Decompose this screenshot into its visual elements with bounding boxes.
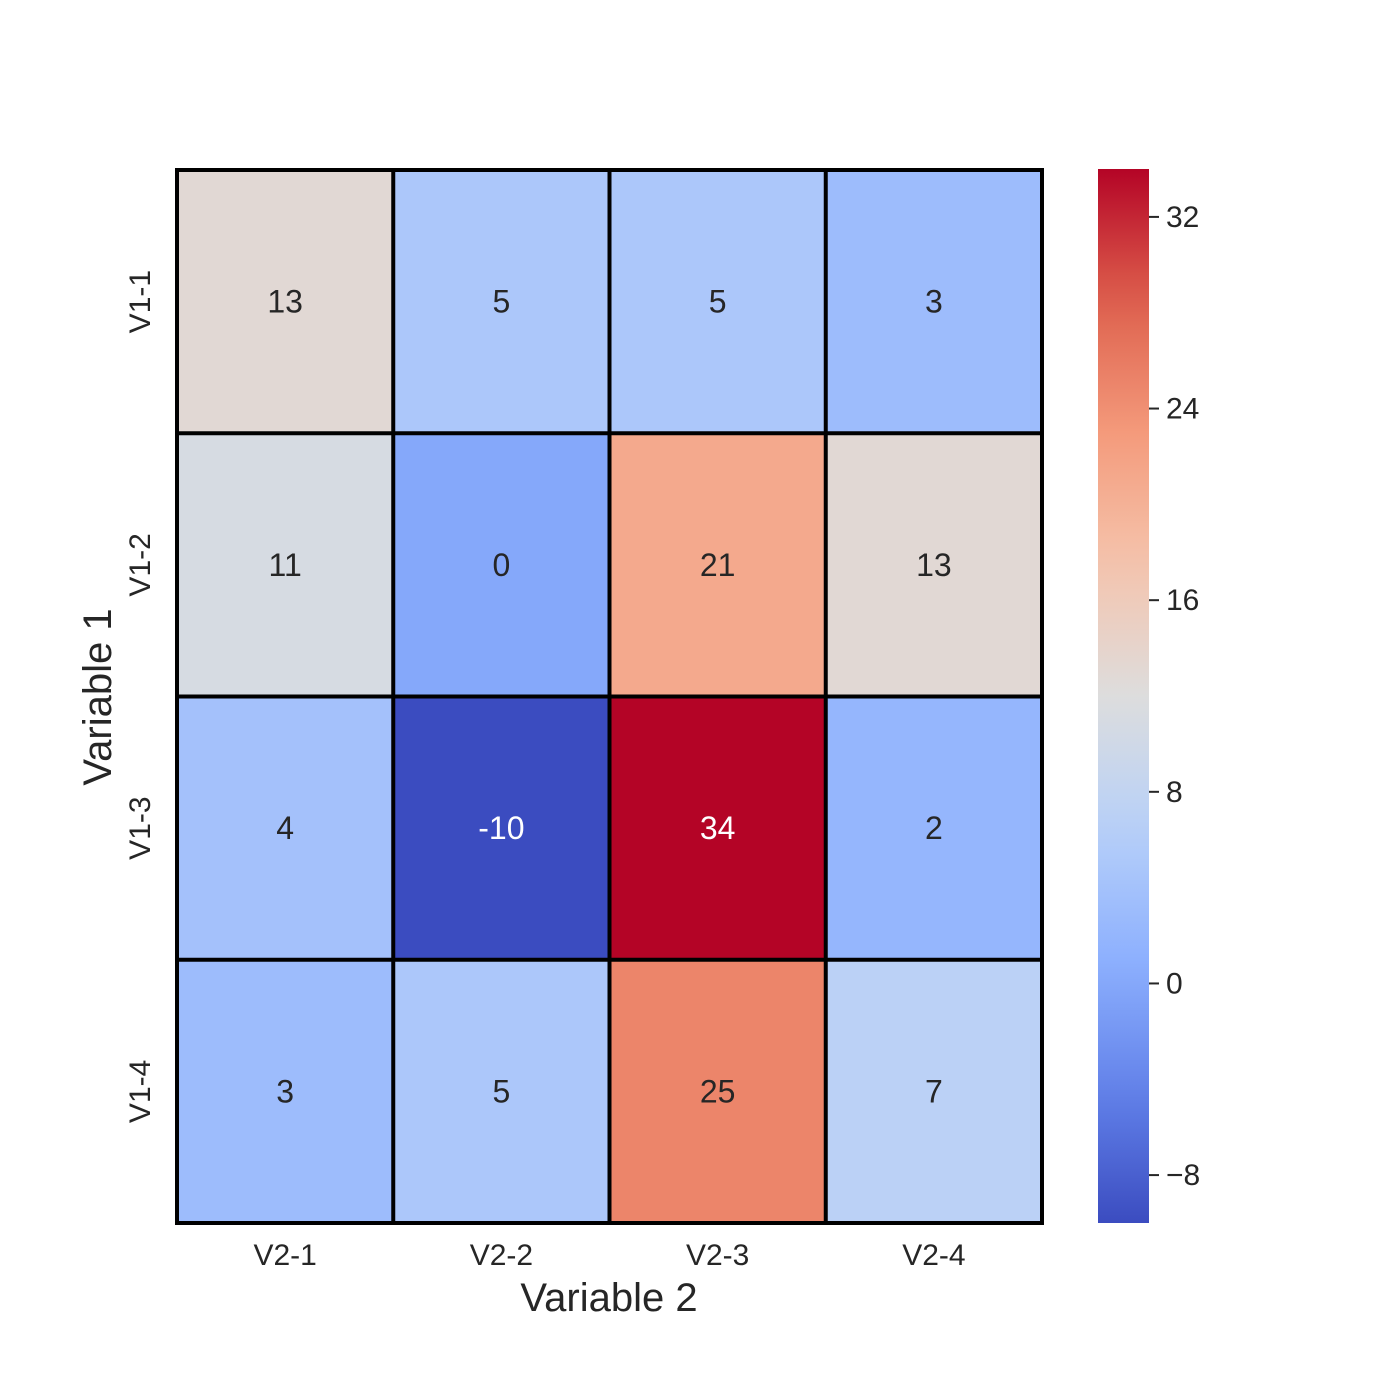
colorbar-gradient: [1098, 169, 1149, 1223]
heatmap-cells: [177, 170, 1042, 1223]
cell-value-label: 25: [700, 1073, 736, 1109]
heatmap-cell: [825, 959, 1042, 1223]
cell-value-label: 3: [925, 284, 943, 320]
heatmap-cell: [825, 433, 1042, 697]
colorbar-tick-label: 0: [1166, 967, 1183, 1000]
heatmap-cell: [825, 170, 1042, 434]
cell-annotations: 13 5 5 3 11 0 21 13 4 -10 34 2 3 5 25 7: [267, 284, 951, 1110]
colorbar-tick-label: 8: [1166, 776, 1183, 809]
heatmap-cell: [609, 433, 826, 697]
heatmap-cell: [825, 696, 1042, 960]
cell-value-label: 0: [492, 547, 510, 583]
cell-value-label: 34: [700, 810, 736, 846]
x-axis-ticks: V2-1 V2-2 V2-3 V2-4: [253, 1239, 965, 1272]
x-tick-label: V2-3: [686, 1239, 749, 1272]
y-axis-title: Variable 1: [76, 608, 120, 785]
cell-value-label: 2: [925, 810, 943, 846]
x-tick-label: V2-2: [470, 1239, 533, 1272]
colorbar-tick-label: 32: [1166, 201, 1199, 234]
colorbar-tick-label: 24: [1166, 393, 1199, 426]
colorbar-tick-label: −8: [1166, 1159, 1200, 1192]
y-tick-label: V1-2: [124, 533, 157, 596]
cell-value-label: 5: [492, 1073, 510, 1109]
y-tick-label: V1-3: [124, 796, 157, 859]
heatmap-cell: [393, 433, 610, 697]
heatmap-cell: [609, 696, 826, 960]
heatmap-cell: [393, 959, 610, 1223]
cell-value-label: 13: [916, 547, 952, 583]
cell-value-label: 11: [269, 547, 302, 583]
cell-value-label: 21: [700, 547, 736, 583]
colorbar-tick-label: 16: [1166, 584, 1199, 617]
heatmap-cell: [609, 959, 826, 1223]
y-tick-label: V1-1: [124, 270, 157, 333]
heatmap-cell: [177, 433, 394, 697]
heatmap-cell: [609, 170, 826, 434]
x-axis-title: Variable 2: [520, 1276, 697, 1320]
cell-value-label: 7: [925, 1073, 943, 1109]
heatmap-cell: [177, 696, 394, 960]
x-tick-label: V2-1: [253, 1239, 316, 1272]
heatmap-grid: [175, 168, 1044, 1225]
colorbar: [1098, 169, 1149, 1223]
cell-value-label: 3: [276, 1073, 294, 1109]
heatmap-cell: [393, 696, 610, 960]
x-tick-label: V2-4: [902, 1239, 965, 1272]
heatmap-cell: [177, 170, 394, 434]
heatmap-cell: [177, 959, 394, 1223]
heatmap-cell: [393, 170, 610, 434]
cell-value-label: 5: [492, 284, 510, 320]
cell-value-label: 13: [267, 284, 303, 320]
cell-value-label: -10: [478, 810, 524, 846]
y-tick-label: V1-4: [124, 1060, 157, 1123]
cell-value-label: 5: [709, 284, 727, 320]
colorbar-ticks: 32 24 16 8 0 −8: [1149, 201, 1200, 1192]
cell-value-label: 4: [276, 810, 294, 846]
y-axis-ticks: V1-1 V1-2 V1-3 V1-4: [124, 270, 157, 1123]
